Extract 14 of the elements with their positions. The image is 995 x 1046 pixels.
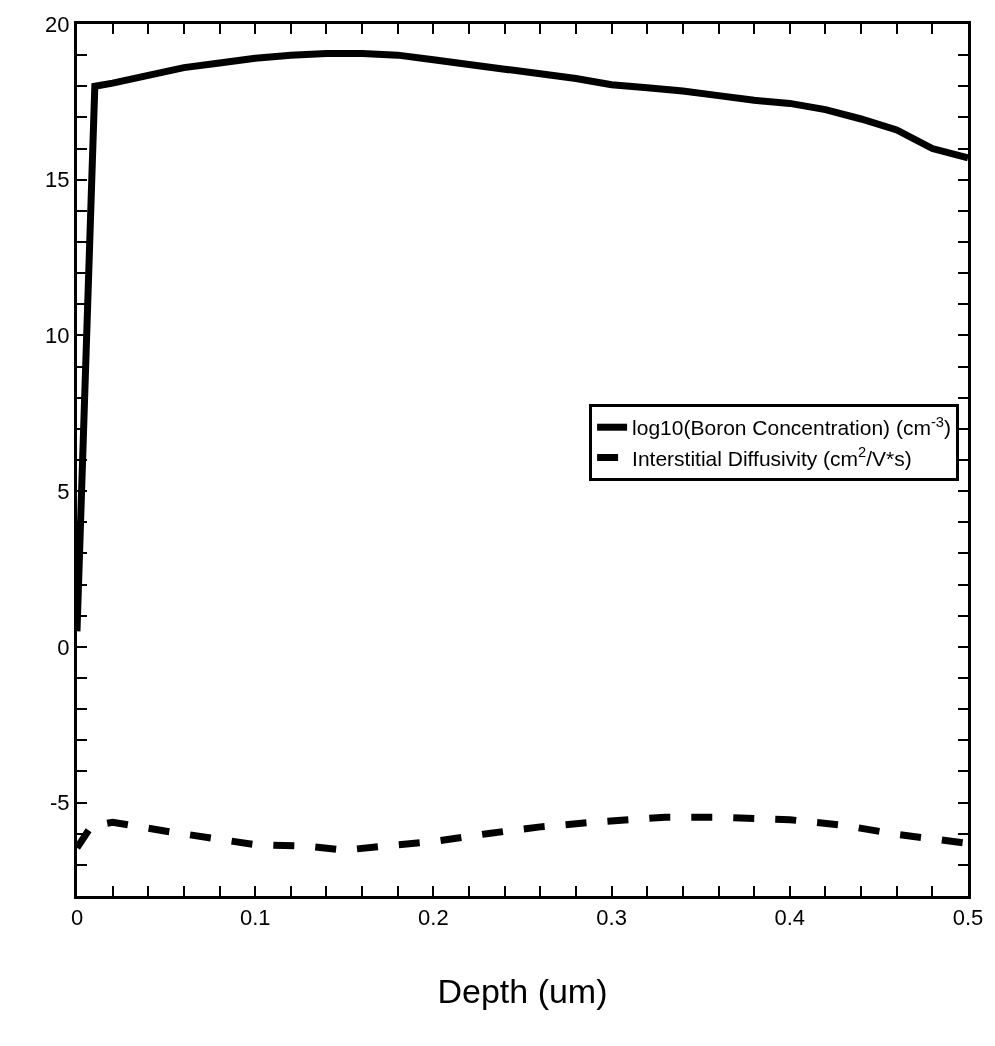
x-tick-label: 0.4 [774, 905, 806, 931]
y-tick-label: 15 [45, 167, 70, 193]
y-tick-label: 20 [45, 11, 70, 37]
y-tick-label: -5 [50, 790, 70, 816]
y-tick-label: 0 [57, 634, 70, 660]
x-tick-label: 0.5 [952, 905, 984, 931]
x-tick-label: 0.3 [596, 905, 627, 931]
y-tick-label: 5 [57, 478, 70, 504]
legend-label: log10(Boron Concentration) (cm$^{-3}$) [632, 413, 951, 440]
y-tick-label: 10 [45, 323, 70, 349]
x-tick-label: 0.1 [239, 905, 271, 931]
legend-label: Interstitial Diffusivity (cm$^{2}$/V*s) [632, 443, 912, 470]
x-tick-label: 0.2 [418, 905, 449, 931]
x-axis-title: Depth (um) [437, 971, 608, 1010]
